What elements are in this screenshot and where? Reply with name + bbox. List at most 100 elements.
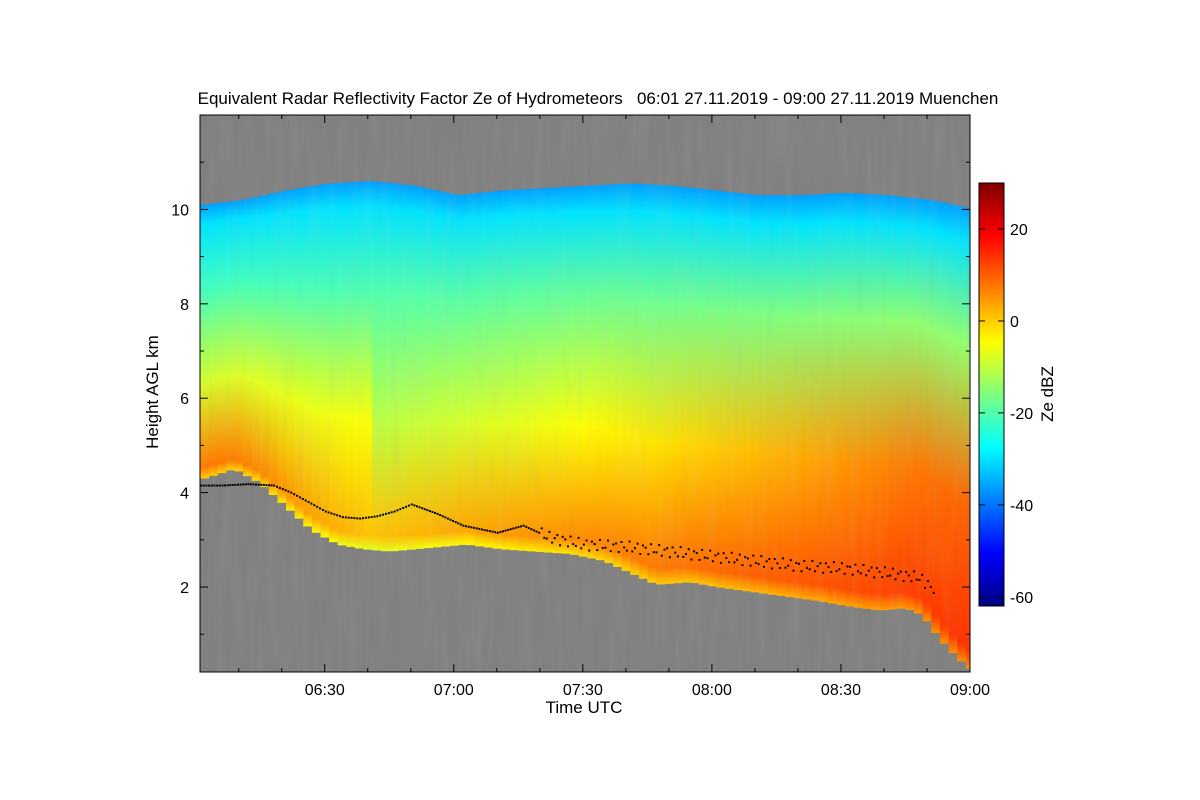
melting-layer-dot [310, 502, 313, 505]
colorbar-label: Ze dBZ [1038, 366, 1057, 422]
melting-layer-dot [655, 551, 658, 554]
melting-layer-dot [410, 503, 413, 506]
melting-layer-dot [486, 529, 489, 532]
melting-layer-dot [615, 542, 618, 545]
melting-layer-dot [886, 575, 889, 578]
melting-layer-dot [501, 530, 504, 533]
melting-layer-dot [773, 558, 776, 561]
melting-layer-dot [336, 514, 339, 517]
melting-layer-dot [441, 515, 444, 518]
melting-layer-dot [454, 521, 457, 524]
melting-layer-dot [800, 570, 803, 573]
melting-layer-dot [242, 483, 245, 486]
melting-layer-dot [307, 501, 310, 504]
melting-layer-dot [711, 560, 714, 563]
melting-layer-dot [213, 484, 216, 487]
melting-layer-dot [832, 561, 835, 564]
melting-layer-dot [639, 552, 642, 555]
colorbar-ticks: 20 0 -20 -40 -60 [979, 222, 1033, 607]
melting-layer-dot [714, 554, 717, 557]
melting-layer-dot [265, 484, 268, 487]
x-tick-label: 09:00 [950, 682, 990, 699]
melting-layer-dot [687, 548, 690, 551]
melting-layer-dot [301, 497, 304, 500]
x-axis: 06:30 07:00 07:30 08:00 08:30 09:00 [238, 115, 990, 699]
melting-layer-dot [849, 565, 852, 568]
melting-layer-dot [200, 484, 202, 487]
y-tick-label: 6 [180, 391, 189, 408]
melting-layer-dot [690, 558, 693, 561]
melting-layer-dot [499, 531, 502, 534]
melting-layer-dot [407, 504, 410, 507]
melting-layer-dot [376, 515, 379, 518]
melting-layer-dot [483, 529, 486, 532]
melting-layer-dot [679, 546, 682, 549]
melting-layer-dot [216, 484, 219, 487]
y-tick-label: 2 [180, 580, 189, 597]
melting-layer-dot [650, 543, 653, 546]
melting-layer-dot [367, 516, 370, 519]
melting-layer-dot [913, 570, 916, 573]
melting-layer-dot [784, 566, 787, 569]
melting-layer-dot [275, 485, 278, 488]
melting-layer-dot [873, 576, 876, 579]
melting-layer-dot [730, 551, 733, 554]
melting-layer-dot [719, 561, 722, 564]
melting-layer-dot [765, 560, 768, 563]
melting-layer-dot [593, 543, 596, 546]
melting-layer-dot [741, 564, 744, 567]
melting-layer-dot [663, 548, 666, 551]
melting-layer-dot [249, 483, 252, 486]
melting-layer-dot [926, 580, 929, 583]
melting-layer-dot [582, 543, 585, 546]
melting-layer-dot [905, 570, 908, 573]
melting-layer-dot [226, 484, 229, 487]
melting-layer-dot [698, 558, 701, 561]
melting-layer-dot [746, 557, 749, 560]
melting-layer-dot [814, 570, 817, 573]
melting-layer-dot [598, 538, 601, 541]
plot-frame [199, 114, 971, 673]
melting-layer-dot [559, 544, 562, 547]
melting-layer-dot [762, 565, 765, 568]
melting-layer-dot [324, 510, 327, 513]
melting-layer-dot [752, 554, 755, 557]
melting-layer-dot [480, 528, 483, 531]
melting-layer-dot [894, 578, 897, 581]
melting-layer-dot [846, 565, 849, 568]
melting-layer-dot [932, 591, 935, 594]
melting-layer-dot [580, 547, 583, 550]
melting-layer-dot [924, 586, 927, 589]
melting-layer-dot [350, 516, 353, 519]
melting-layer-dot [439, 514, 442, 517]
melting-layer-dot [457, 522, 460, 525]
melting-layer-dot [652, 551, 655, 554]
melting-layer-dot [706, 557, 709, 560]
melting-layer-dot [413, 504, 416, 507]
melting-layer-dot [364, 516, 367, 519]
x-tick-label: 08:30 [821, 682, 861, 699]
melting-layer-dot [779, 566, 782, 569]
melting-layer-dot [757, 563, 760, 566]
melting-layer-dot [434, 511, 437, 514]
melting-layer-dot [452, 519, 455, 522]
colorbar-tick-label: -40 [1010, 498, 1033, 515]
melting-layer-dot [462, 524, 465, 527]
melting-layer-dot [789, 559, 792, 562]
melting-layer-dot [883, 566, 886, 569]
melting-layer-dot [478, 527, 481, 530]
melting-layer-dot [915, 578, 918, 581]
melting-layer-dot [260, 483, 263, 486]
melting-layer-dot [725, 557, 728, 560]
melting-layer-dot [236, 483, 239, 486]
melting-layer-dot [867, 569, 870, 572]
melting-layer-dot [891, 567, 894, 570]
texture-overlay [200, 115, 970, 672]
x-tick-label: 08:00 [692, 682, 732, 699]
melting-layer-dot [379, 514, 382, 517]
melting-layer-dot [426, 509, 429, 512]
melting-layer-dot [532, 529, 535, 532]
melting-layer-dot [760, 555, 763, 558]
melting-layer-dot [465, 525, 468, 528]
melting-layer-dot [733, 561, 736, 564]
